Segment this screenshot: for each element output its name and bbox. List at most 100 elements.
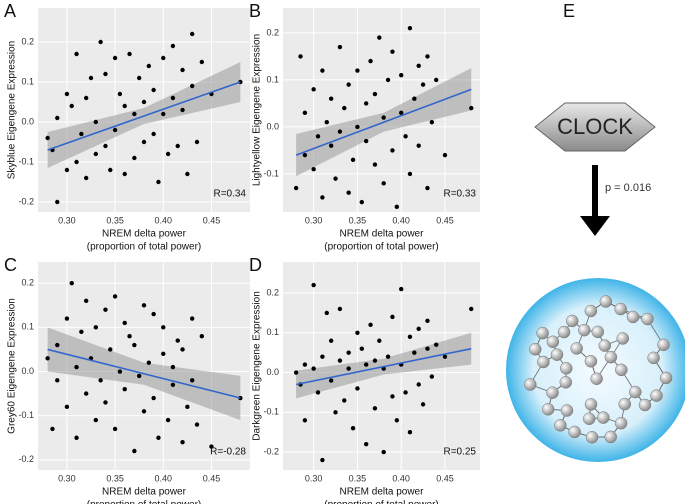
data-point <box>156 179 161 185</box>
x-axis-label: (proportion of total power) <box>324 242 439 253</box>
data-point <box>416 382 421 387</box>
data-point <box>185 171 190 177</box>
data-point <box>136 75 142 81</box>
network-node <box>584 304 598 318</box>
data-point <box>328 338 334 343</box>
data-point <box>151 131 156 137</box>
data-point <box>122 320 127 326</box>
data-point <box>55 115 60 121</box>
x-tick-label: 0.45 <box>436 473 454 483</box>
data-point <box>350 157 356 163</box>
y-tick-label: 0.2 <box>266 287 279 297</box>
data-point <box>117 91 123 97</box>
network-node <box>559 376 573 389</box>
network-node <box>568 425 581 439</box>
network-node <box>591 325 605 339</box>
x-axis-label: NREM delta power <box>340 487 425 498</box>
data-point <box>377 338 382 343</box>
data-point <box>112 55 118 61</box>
data-point <box>64 404 70 410</box>
network-node <box>584 355 598 368</box>
network-node <box>626 310 640 324</box>
y-axis-label: Darkgreen Eigengene Expression <box>252 291 263 441</box>
data-point <box>189 83 195 89</box>
data-point <box>324 120 329 125</box>
data-point <box>83 95 89 101</box>
data-point <box>209 444 214 449</box>
y-tick-label: -0.2 <box>18 196 34 206</box>
x-tick-label: 0.35 <box>106 215 124 225</box>
x-tick-label: 0.35 <box>349 473 367 483</box>
x-tick-label: 0.40 <box>155 215 173 225</box>
data-point <box>425 185 430 191</box>
x-axis-label: (proportion of total power) <box>87 242 202 253</box>
x-tick-label: 0.30 <box>305 215 323 225</box>
data-point <box>45 356 50 361</box>
data-point <box>132 448 137 454</box>
data-point <box>141 99 147 105</box>
data-point <box>442 152 448 158</box>
panel-label: C <box>4 255 17 275</box>
x-tick-label: 0.40 <box>392 473 410 483</box>
data-point <box>420 402 426 407</box>
y-axis-label: Skyblue Eigengene Expression <box>7 41 18 179</box>
data-point <box>385 77 391 83</box>
data-point <box>180 107 185 113</box>
data-point <box>381 115 386 120</box>
data-point <box>69 280 74 286</box>
data-point <box>83 175 89 181</box>
data-point <box>161 111 166 117</box>
network-node <box>536 326 549 340</box>
data-point <box>399 73 404 78</box>
data-point <box>103 400 108 405</box>
network-node <box>582 412 596 425</box>
data-point <box>363 101 369 106</box>
y-tick-label: 0.2 <box>21 36 34 46</box>
data-point <box>346 366 351 371</box>
data-point <box>394 204 400 210</box>
x-tick-label: 0.45 <box>203 473 221 483</box>
fit-line <box>295 88 472 156</box>
network-node <box>546 386 559 399</box>
data-point <box>55 342 60 348</box>
gene-label: CLOCK <box>557 114 633 139</box>
network-node <box>657 338 670 352</box>
data-point <box>151 311 156 317</box>
fit-line <box>47 348 241 399</box>
network-node <box>641 312 654 326</box>
data-point <box>359 346 364 351</box>
data-point <box>372 91 378 97</box>
data-point <box>170 382 176 387</box>
x-tick-label: 0.45 <box>203 215 221 225</box>
x-axis-label: NREM delta power <box>102 487 187 498</box>
data-point <box>416 143 421 148</box>
data-point <box>311 282 316 288</box>
data-point <box>180 347 185 352</box>
data-point <box>136 373 142 379</box>
network-node <box>584 398 598 411</box>
network-node <box>585 431 599 444</box>
x-tick-label: 0.30 <box>305 473 323 483</box>
data-point <box>108 167 113 173</box>
data-point <box>381 181 386 186</box>
gene-node <box>534 102 656 152</box>
data-point <box>83 391 89 396</box>
chart-panel: -0.1 0.0 0.1 0.2 0.30 0.35 0.40 0.45 R=0.33 B NREM… <box>249 1 480 253</box>
x-tick-label: 0.35 <box>106 473 124 483</box>
data-point <box>103 307 108 312</box>
data-point <box>469 306 474 312</box>
data-point <box>189 378 195 383</box>
y-tick-label: 0.1 <box>266 327 279 337</box>
data-point <box>55 378 60 383</box>
data-point <box>324 310 329 316</box>
data-point <box>416 63 421 69</box>
data-point <box>74 435 79 440</box>
panel-label: E <box>563 1 575 21</box>
fit-line <box>295 347 472 386</box>
data-point <box>425 346 430 351</box>
data-point <box>346 350 351 355</box>
data-point <box>156 435 161 440</box>
data-point <box>108 347 113 352</box>
network-node <box>554 419 567 432</box>
data-point <box>93 151 99 157</box>
